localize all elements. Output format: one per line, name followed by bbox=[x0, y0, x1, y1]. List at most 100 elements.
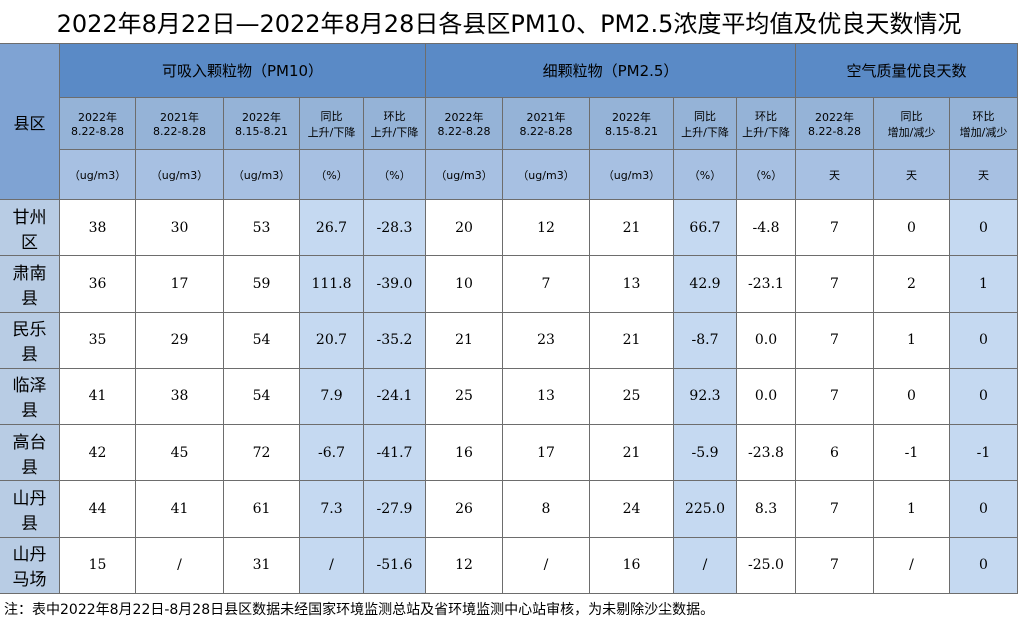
sub-header: 2022年 8.22-8.28 bbox=[60, 98, 136, 150]
value-cell: -8.7 bbox=[674, 312, 737, 369]
region-name: 山丹县 bbox=[0, 481, 60, 538]
value-cell: 72 bbox=[224, 425, 300, 482]
sub-header-line: 8.22-8.28 bbox=[437, 125, 491, 138]
value-cell: 31 bbox=[224, 537, 300, 594]
value-cell: / bbox=[874, 537, 950, 594]
value-cell: 21 bbox=[426, 312, 503, 369]
sub-header: 环比 增加/减少 bbox=[950, 98, 1018, 150]
value-cell: 7.9 bbox=[300, 368, 364, 426]
group-header: 可吸入颗粒物（PM10） bbox=[60, 44, 426, 98]
value-cell: 42.9 bbox=[674, 256, 737, 313]
value-cell: / bbox=[136, 537, 224, 594]
value-cell: -24.1 bbox=[364, 368, 426, 426]
value-cell: 54 bbox=[224, 368, 300, 426]
sub-header-line: 上升/下降 bbox=[307, 125, 356, 139]
sub-header-line: 增加/减少 bbox=[887, 125, 936, 139]
value-cell: 41 bbox=[60, 368, 136, 426]
unit: （%） bbox=[364, 150, 426, 200]
sub-header-line: 8.15-8.21 bbox=[235, 125, 288, 138]
value-cell: 0 bbox=[950, 200, 1018, 257]
value-cell: 7 bbox=[796, 481, 874, 538]
sub-header: 同比上升/下降 bbox=[300, 98, 364, 150]
sub-header-line: 8.15-8.21 bbox=[605, 125, 658, 138]
value-cell: 25 bbox=[590, 368, 674, 426]
value-cell: -35.2 bbox=[364, 312, 426, 369]
value-cell: 45 bbox=[136, 425, 224, 482]
sub-header: 2021年 8.22-8.28 bbox=[136, 98, 224, 150]
corner-header: 县区 bbox=[0, 44, 60, 200]
sub-header-line: 2021年 bbox=[526, 111, 566, 124]
value-cell: 38 bbox=[60, 200, 136, 257]
sub-header-line: 环比 bbox=[383, 109, 406, 123]
value-cell: -5.9 bbox=[674, 425, 737, 482]
sub-header-line: 环比 bbox=[972, 109, 995, 123]
value-cell: 13 bbox=[590, 256, 674, 313]
value-cell: 0 bbox=[950, 368, 1018, 426]
value-cell: 7.3 bbox=[300, 481, 364, 538]
value-cell: -4.8 bbox=[737, 200, 796, 257]
value-cell: 25 bbox=[426, 368, 503, 426]
value-cell: 20 bbox=[426, 200, 503, 257]
sub-header-line: 2022年 bbox=[242, 111, 281, 124]
value-cell: 0 bbox=[950, 481, 1018, 538]
footnote: 注：表中2022年8月22日-8月28日县区数据未经国家环境监测总站及省环境监测… bbox=[4, 602, 715, 618]
value-cell: 7 bbox=[796, 368, 874, 426]
value-cell: 13 bbox=[503, 368, 590, 426]
sub-header-line: 8.22-8.28 bbox=[808, 125, 861, 138]
value-cell: -39.0 bbox=[364, 256, 426, 313]
sub-header-line: 同比 bbox=[694, 109, 716, 123]
value-cell: 0 bbox=[950, 312, 1018, 369]
sub-header-line: 2022年 bbox=[78, 111, 117, 124]
value-cell: 26.7 bbox=[300, 200, 364, 257]
value-cell: 54 bbox=[224, 312, 300, 369]
sub-header: 2022年 8.22-8.28 bbox=[796, 98, 874, 150]
unit: （%） bbox=[737, 150, 796, 200]
sub-header: 2022年 8.15-8.21 bbox=[224, 98, 300, 150]
unit: 天 bbox=[874, 150, 950, 200]
sub-header-line: 8.22-8.28 bbox=[153, 125, 206, 138]
sub-header-line: 2022年 bbox=[444, 111, 484, 124]
value-cell: -1 bbox=[874, 425, 950, 482]
value-cell: / bbox=[300, 537, 364, 594]
value-cell: 8.3 bbox=[737, 481, 796, 538]
value-cell: 12 bbox=[503, 200, 590, 257]
value-cell: -1 bbox=[950, 425, 1018, 482]
unit: （%） bbox=[300, 150, 364, 200]
value-cell: 8 bbox=[503, 481, 590, 538]
value-cell: 23 bbox=[503, 312, 590, 369]
value-cell: 111.8 bbox=[300, 256, 364, 313]
value-cell: 20.7 bbox=[300, 312, 364, 369]
value-cell: 1 bbox=[874, 312, 950, 369]
value-cell: -23.8 bbox=[737, 425, 796, 482]
unit: 天 bbox=[796, 150, 874, 200]
sub-header-line: 上升/下降 bbox=[742, 125, 790, 139]
value-cell: 225.0 bbox=[674, 481, 737, 538]
value-cell: -23.1 bbox=[737, 256, 796, 313]
value-cell: 7 bbox=[796, 200, 874, 257]
value-cell: 7 bbox=[503, 256, 590, 313]
value-cell: 35 bbox=[60, 312, 136, 369]
unit: （ug/m3） bbox=[503, 150, 590, 200]
value-cell: 61 bbox=[224, 481, 300, 538]
value-cell: 92.3 bbox=[674, 368, 737, 426]
value-cell: 7 bbox=[796, 537, 874, 594]
sub-header: 2021年 8.22-8.28 bbox=[503, 98, 590, 150]
value-cell: 1 bbox=[874, 481, 950, 538]
group-header: 细颗粒物（PM2.5） bbox=[426, 44, 796, 98]
value-cell: 21 bbox=[590, 425, 674, 482]
sub-header-line: 2022年 bbox=[612, 111, 651, 124]
region-name: 高台县 bbox=[0, 425, 60, 482]
sub-header-line: 同比 bbox=[320, 109, 343, 123]
value-cell: -25.0 bbox=[737, 537, 796, 594]
unit: （ug/m3） bbox=[136, 150, 224, 200]
value-cell: 53 bbox=[224, 200, 300, 257]
value-cell: 12 bbox=[426, 537, 503, 594]
value-cell: 30 bbox=[136, 200, 224, 257]
sub-header-line: 8.22-8.28 bbox=[519, 125, 573, 138]
value-cell: 42 bbox=[60, 425, 136, 482]
value-cell: -41.7 bbox=[364, 425, 426, 482]
unit: （ug/m3） bbox=[590, 150, 674, 200]
value-cell: 24 bbox=[590, 481, 674, 538]
value-cell: 16 bbox=[426, 425, 503, 482]
